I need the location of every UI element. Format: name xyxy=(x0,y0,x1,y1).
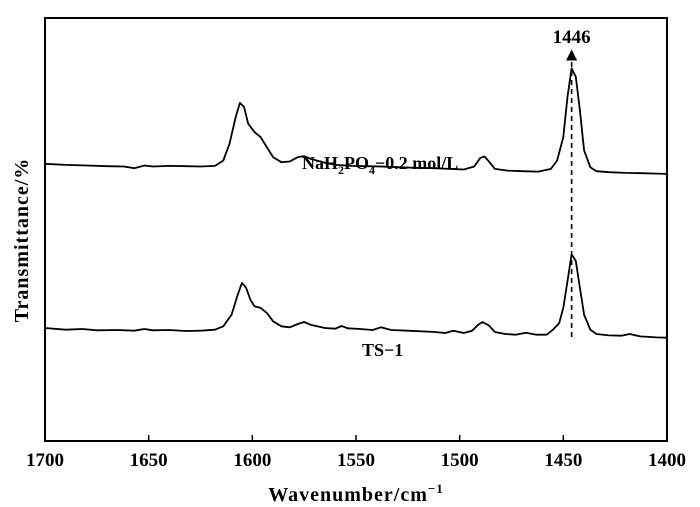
series-label-nah2po4: NaH2PO4−0.2 mol/L xyxy=(302,153,458,177)
x-tick-label-1650: 1650 xyxy=(130,450,168,471)
series-label-ts1: TS−1 xyxy=(362,340,403,360)
y-axis-title: Transmittance/% xyxy=(11,158,33,323)
x-tick-label-1700: 1700 xyxy=(26,450,64,471)
x-tick-label-1500: 1500 xyxy=(441,450,479,471)
series-line-1 xyxy=(44,67,668,175)
x-axis-title: Wavenumber/cm−1 xyxy=(268,481,444,506)
x-tick-label-1600: 1600 xyxy=(233,450,271,471)
x-tick-label-1400: 1400 xyxy=(648,450,686,471)
annotation-layer: 1446 xyxy=(553,27,591,337)
x-axis-ticks: 1700 1650 1600 1550 1500 1450 1400 xyxy=(26,435,686,471)
x-tick-label-1550: 1550 xyxy=(337,450,375,471)
plot-frame xyxy=(44,17,668,442)
series-layer xyxy=(44,67,668,339)
x-tick-label-1450: 1450 xyxy=(544,450,582,471)
series-line-0 xyxy=(44,253,668,339)
annotation-label-0: 1446 xyxy=(553,27,591,48)
